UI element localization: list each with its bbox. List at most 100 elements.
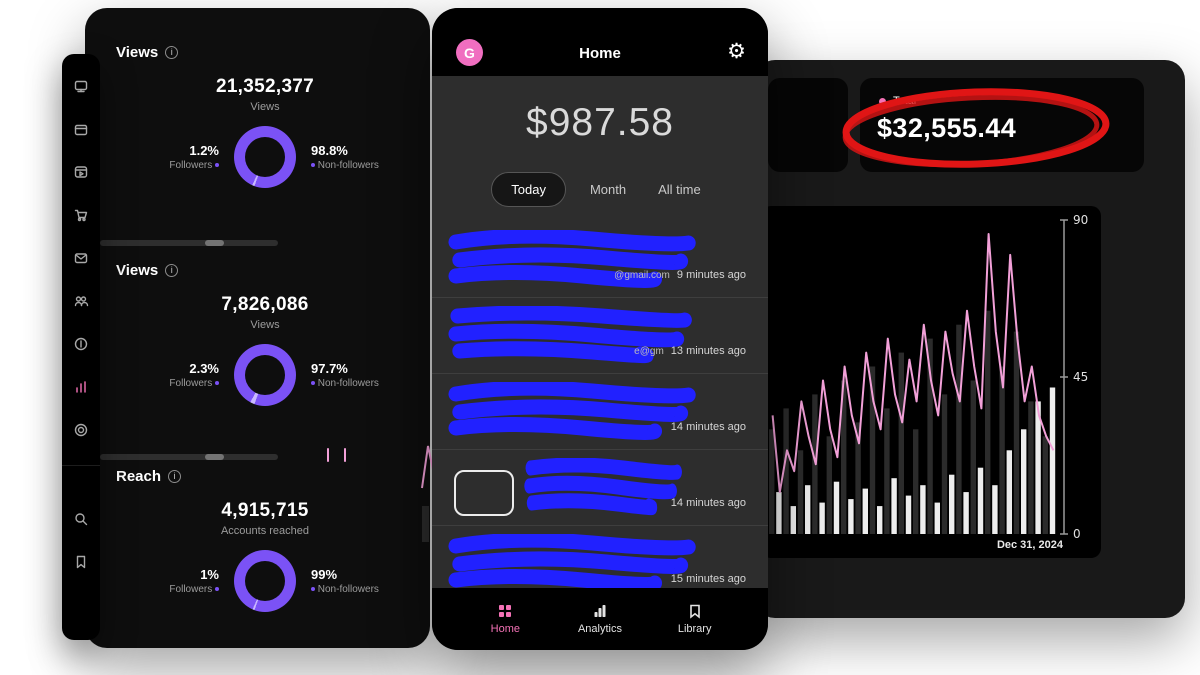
- transaction-row[interactable]: e@gm 13 minutes ago: [432, 298, 768, 374]
- chart-bar: [913, 429, 919, 534]
- chart-bar: [1042, 436, 1048, 534]
- redaction-scribble: [448, 306, 692, 364]
- total-legend-dot: [879, 97, 886, 105]
- nonfollowers-stat: 98.8% Non-followers: [311, 143, 379, 171]
- section-title: Views: [116, 44, 159, 61]
- chart-bar: [1028, 401, 1034, 534]
- coin-icon[interactable]: [73, 422, 89, 438]
- chart-bar: [776, 492, 782, 534]
- home-grid-icon: [497, 603, 513, 619]
- info-icon[interactable]: i: [165, 46, 179, 59]
- scrollbar-track[interactable]: [100, 240, 278, 246]
- chart-bar: [1049, 387, 1056, 534]
- bookmark-icon: [687, 603, 703, 619]
- chart-bar: [877, 506, 883, 534]
- chart-bar: [920, 485, 926, 534]
- tab-month[interactable]: Month: [589, 182, 627, 197]
- gear-icon[interactable]: ⚙: [727, 40, 746, 63]
- x-axis-end-label: Dec 31, 2024: [996, 539, 1063, 551]
- redaction-scribble: [448, 534, 696, 592]
- chart-bar: [999, 366, 1005, 534]
- transaction-time: 15 minutes ago: [670, 573, 746, 585]
- chart-bar: [941, 394, 948, 534]
- bottom-nav: Home Analytics Library: [432, 588, 768, 650]
- cart-icon[interactable]: [73, 207, 89, 223]
- nav-analytics[interactable]: Analytics: [565, 603, 635, 635]
- scrollbar-track[interactable]: [100, 454, 278, 460]
- analytics-bars-icon: [592, 603, 608, 619]
- tab-today[interactable]: Today: [491, 172, 566, 207]
- insights-section-views-0: Views i 21,352,377 Views 1.2% Followers 98.8%…: [100, 44, 430, 188]
- sidebar: [62, 54, 100, 640]
- chart-bar: [862, 488, 868, 534]
- nonfollowers-dot: [311, 587, 315, 592]
- chart-bar: [956, 324, 962, 534]
- chart-bar: [841, 380, 847, 534]
- transaction-time: 14 minutes ago: [670, 421, 746, 433]
- monitor-icon[interactable]: [73, 78, 89, 94]
- chart-bar: [934, 502, 940, 534]
- info-icon[interactable]: i: [168, 470, 182, 483]
- donut-chart: [234, 550, 296, 612]
- followers-stat: 1% Followers: [169, 567, 219, 595]
- email-fragment: e@gm: [634, 346, 664, 357]
- chart-bar: [819, 502, 825, 534]
- nav-home[interactable]: Home: [470, 603, 540, 635]
- dollar-icon[interactable]: [73, 336, 89, 352]
- earnings-panel: Total $32,555.44 90 45 0 Dec 31, 2024: [755, 60, 1185, 618]
- nonfollowers-dot: [311, 381, 315, 386]
- scrollbar-thumb[interactable]: [205, 240, 224, 246]
- people-icon[interactable]: [73, 293, 89, 309]
- chart-bar: [970, 380, 976, 534]
- transaction-meta: @gmail.com 9 minutes ago: [614, 269, 746, 281]
- y-tick-label: 90: [1073, 213, 1088, 227]
- chart-bar: [769, 429, 775, 534]
- chart-bar: [898, 352, 904, 534]
- transaction-list: @gmail.com 9 minutes ago e@gm 13 minutes ag…: [432, 222, 768, 602]
- chart-bar: [1021, 429, 1027, 534]
- time-filter-tabs: Today Month All time: [432, 172, 768, 207]
- info-icon[interactable]: i: [165, 264, 179, 277]
- chart-bar: [949, 474, 955, 534]
- email-fragment: @gmail.com: [614, 270, 670, 281]
- bookmark-icon[interactable]: [73, 554, 89, 570]
- chart-bar: [826, 436, 832, 534]
- transaction-meta: 14 minutes ago: [671, 421, 746, 433]
- phone-header: G Home ⚙: [432, 8, 768, 76]
- redaction-scribble: [448, 382, 696, 440]
- chart-bar: [884, 408, 890, 534]
- transaction-time: 9 minutes ago: [676, 269, 746, 281]
- transaction-row[interactable]: 14 minutes ago: [432, 374, 768, 450]
- analytics-icon[interactable]: [73, 379, 89, 395]
- metric-label: Views: [250, 101, 280, 113]
- metric-label: Accounts reached: [220, 525, 310, 537]
- section-title: Views: [116, 262, 159, 279]
- earnings-chart-card: 90 45 0 Dec 31, 2024: [761, 206, 1101, 558]
- page-title: Home: [579, 45, 621, 62]
- transaction-meta: e@gm 13 minutes ago: [634, 345, 746, 357]
- transaction-row[interactable]: @gmail.com 9 minutes ago: [432, 222, 768, 298]
- donut-chart: [234, 344, 296, 406]
- total-earnings-card: Total $32,555.44: [860, 78, 1144, 172]
- reels-icon[interactable]: [73, 164, 89, 180]
- balance-amount: $987.58: [526, 101, 674, 144]
- box-icon[interactable]: [73, 121, 89, 137]
- mail-icon[interactable]: [73, 250, 89, 266]
- followers-stat: 2.3% Followers: [169, 361, 219, 389]
- chart-bar: [1006, 450, 1012, 534]
- insights-section-views-1: Views i 7,826,086 Views 2.3% Followers 97.7% …: [100, 262, 430, 406]
- tab-all-time[interactable]: All time: [658, 182, 701, 197]
- section-title: Reach: [116, 468, 162, 485]
- insights-panel: Views i 21,352,377 Views 1.2% Followers 98.8%…: [85, 8, 430, 648]
- chart-bar: [783, 408, 789, 534]
- transaction-row[interactable]: 14 minutes ago: [432, 450, 768, 526]
- chart-bar: [891, 478, 897, 534]
- scrollbar-thumb[interactable]: [205, 454, 224, 460]
- metric-label: Views: [250, 319, 280, 331]
- nav-library[interactable]: Library: [660, 603, 730, 635]
- phone-app: G Home ⚙ $987.58 Today Month All time @g…: [432, 8, 768, 650]
- y-tick-label: 0: [1073, 527, 1081, 541]
- search-icon[interactable]: [73, 511, 89, 527]
- total-value: $32,555.44: [877, 113, 1017, 143]
- chart-bar: [1013, 331, 1020, 534]
